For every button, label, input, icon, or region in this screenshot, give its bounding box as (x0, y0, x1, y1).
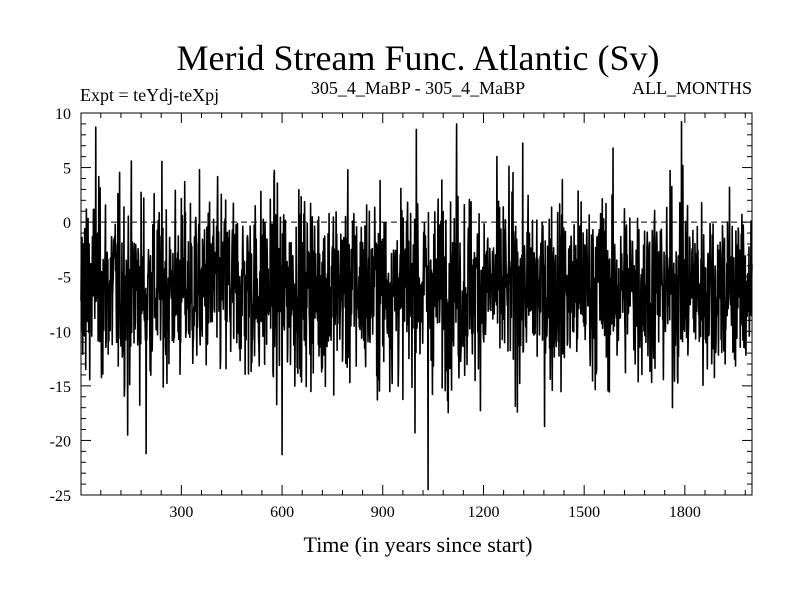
plot-frame (80, 112, 753, 496)
plot-area (80, 120, 753, 491)
x-tick-label-300: 300 (169, 504, 193, 521)
chart-title: Merid Stream Func. Atlantic (Sv) (177, 38, 660, 78)
x-tick-label-1800: 1800 (669, 504, 701, 521)
y-tick-label-0: 0 (63, 215, 71, 232)
series-line (80, 120, 753, 491)
y-tick-label--15: -15 (50, 379, 71, 396)
x-axis: 300 600 900 1200 1500 1800 (100, 113, 746, 521)
months-label: ALL_MONTHS (632, 78, 752, 98)
y-tick-label-5: 5 (63, 161, 71, 178)
y-tick-label--20: -20 (50, 433, 71, 450)
x-tick-label-1200: 1200 (467, 504, 499, 521)
y-tick-label--25: -25 (50, 488, 71, 505)
y-tick-label--5: -5 (58, 270, 71, 287)
y-tick-label-10: 10 (55, 106, 71, 123)
period-label: 305_4_MaBP - 305_4_MaBP (311, 78, 525, 98)
y-tick-label--10: -10 (50, 324, 71, 341)
y-axis: 10 5 0 -5 -10 -15 -20 -25 (50, 106, 752, 505)
x-tick-label-1500: 1500 (568, 504, 600, 521)
x-axis-label: Time (in years since start) (304, 532, 533, 557)
x-tick-label-600: 600 (270, 504, 294, 521)
x-tick-label-900: 900 (371, 504, 395, 521)
experiment-label: Expt = teYdj-teXpj (80, 85, 219, 105)
